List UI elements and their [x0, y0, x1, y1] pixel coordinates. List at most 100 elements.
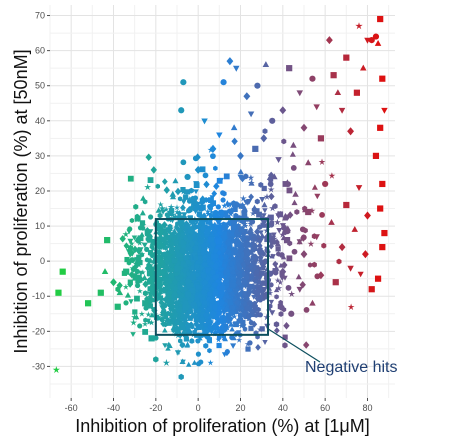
cloud-point	[261, 201, 268, 208]
cloud-point	[185, 189, 191, 195]
data-point	[296, 286, 303, 293]
cloud-point	[168, 233, 175, 240]
cloud-point	[159, 295, 166, 302]
cloud-point	[215, 276, 222, 282]
cloud-point	[166, 320, 172, 326]
cloud-point	[215, 246, 222, 252]
cloud-point	[187, 215, 193, 221]
cloud-point	[258, 270, 265, 276]
cloud-point	[188, 240, 196, 248]
cloud-point	[188, 187, 194, 194]
cloud-point	[217, 229, 225, 237]
cloud-point	[198, 277, 205, 283]
cloud-point	[195, 351, 202, 357]
data-point	[317, 135, 325, 142]
cloud-point	[213, 212, 221, 219]
cloud-point	[220, 197, 226, 203]
cloud-point	[311, 184, 318, 190]
cloud-point	[200, 306, 207, 313]
cloud-point	[270, 254, 276, 260]
cloud-point	[171, 296, 178, 303]
cloud-point	[220, 237, 227, 243]
cloud-point	[196, 251, 202, 257]
cloud-point	[208, 205, 213, 211]
cloud-point	[162, 231, 169, 237]
cloud-point	[167, 343, 173, 348]
cloud-point	[157, 212, 163, 219]
cloud-point	[254, 289, 260, 296]
annotation-leader-line	[267, 328, 321, 363]
cloud-point	[209, 213, 214, 219]
cloud-point	[180, 313, 186, 319]
cloud-point	[187, 315, 193, 321]
cloud-point	[169, 240, 175, 245]
cloud-point	[174, 327, 181, 334]
cloud-point	[164, 267, 171, 274]
cloud-point	[205, 318, 211, 325]
cloud-point	[251, 294, 257, 300]
cloud-point	[275, 246, 281, 252]
cloud-point	[133, 203, 139, 210]
cloud-point	[183, 194, 189, 200]
data-point	[269, 117, 276, 124]
cloud-point	[221, 202, 228, 209]
cloud-point	[262, 340, 268, 345]
cloud-point	[164, 293, 171, 300]
cloud-point	[243, 173, 249, 180]
cloud-point	[189, 287, 196, 294]
cloud-point	[254, 228, 261, 236]
cloud-point	[184, 341, 191, 347]
cloud-point	[262, 128, 268, 134]
cloud-point	[183, 336, 189, 342]
data-point	[351, 226, 358, 232]
cloud-point	[230, 223, 237, 230]
y-tick-label: 10	[35, 221, 45, 231]
cloud-point	[156, 292, 161, 299]
y-axis-title: Inhibition of proliferation (%) at [50nM…	[11, 49, 31, 353]
cloud-point	[196, 211, 203, 218]
cloud-point	[165, 345, 171, 351]
cloud-point	[134, 282, 141, 289]
cloud-point	[273, 287, 280, 293]
cloud-point	[199, 317, 205, 323]
cloud-point	[259, 197, 266, 203]
cloud-point	[336, 258, 342, 265]
cloud-point	[241, 213, 248, 219]
cloud-point	[176, 235, 182, 241]
cloud-point	[248, 325, 254, 331]
cloud-point	[202, 321, 209, 328]
cloud-point	[263, 193, 271, 200]
cloud-point	[223, 210, 230, 216]
data-point	[362, 250, 369, 259]
cloud-point	[278, 252, 285, 258]
cloud-point	[201, 288, 208, 295]
cloud-point	[211, 282, 218, 289]
cloud-point	[221, 190, 227, 197]
data-point	[55, 289, 62, 296]
cloud-point	[201, 253, 208, 259]
cloud-point	[227, 299, 234, 305]
cloud-point	[230, 343, 237, 349]
cloud-point	[160, 320, 166, 328]
cloud-point	[222, 255, 229, 261]
cloud-point	[179, 342, 186, 348]
cloud-point	[263, 227, 271, 234]
cloud-point	[246, 313, 252, 320]
cloud-point	[248, 225, 254, 231]
cloud-point	[219, 245, 226, 253]
data-point	[283, 236, 291, 244]
cloud-point	[302, 227, 308, 234]
data-point	[364, 211, 371, 220]
data-point	[262, 61, 270, 67]
cloud-point	[187, 227, 194, 234]
cloud-point	[199, 214, 205, 220]
cloud-point	[307, 240, 315, 247]
data-point	[114, 303, 121, 310]
data-point	[322, 180, 329, 188]
cloud-point	[165, 284, 172, 290]
cloud-point	[137, 323, 143, 329]
cloud-point	[221, 221, 227, 228]
data-point	[144, 230, 150, 237]
cloud-point	[204, 328, 211, 333]
